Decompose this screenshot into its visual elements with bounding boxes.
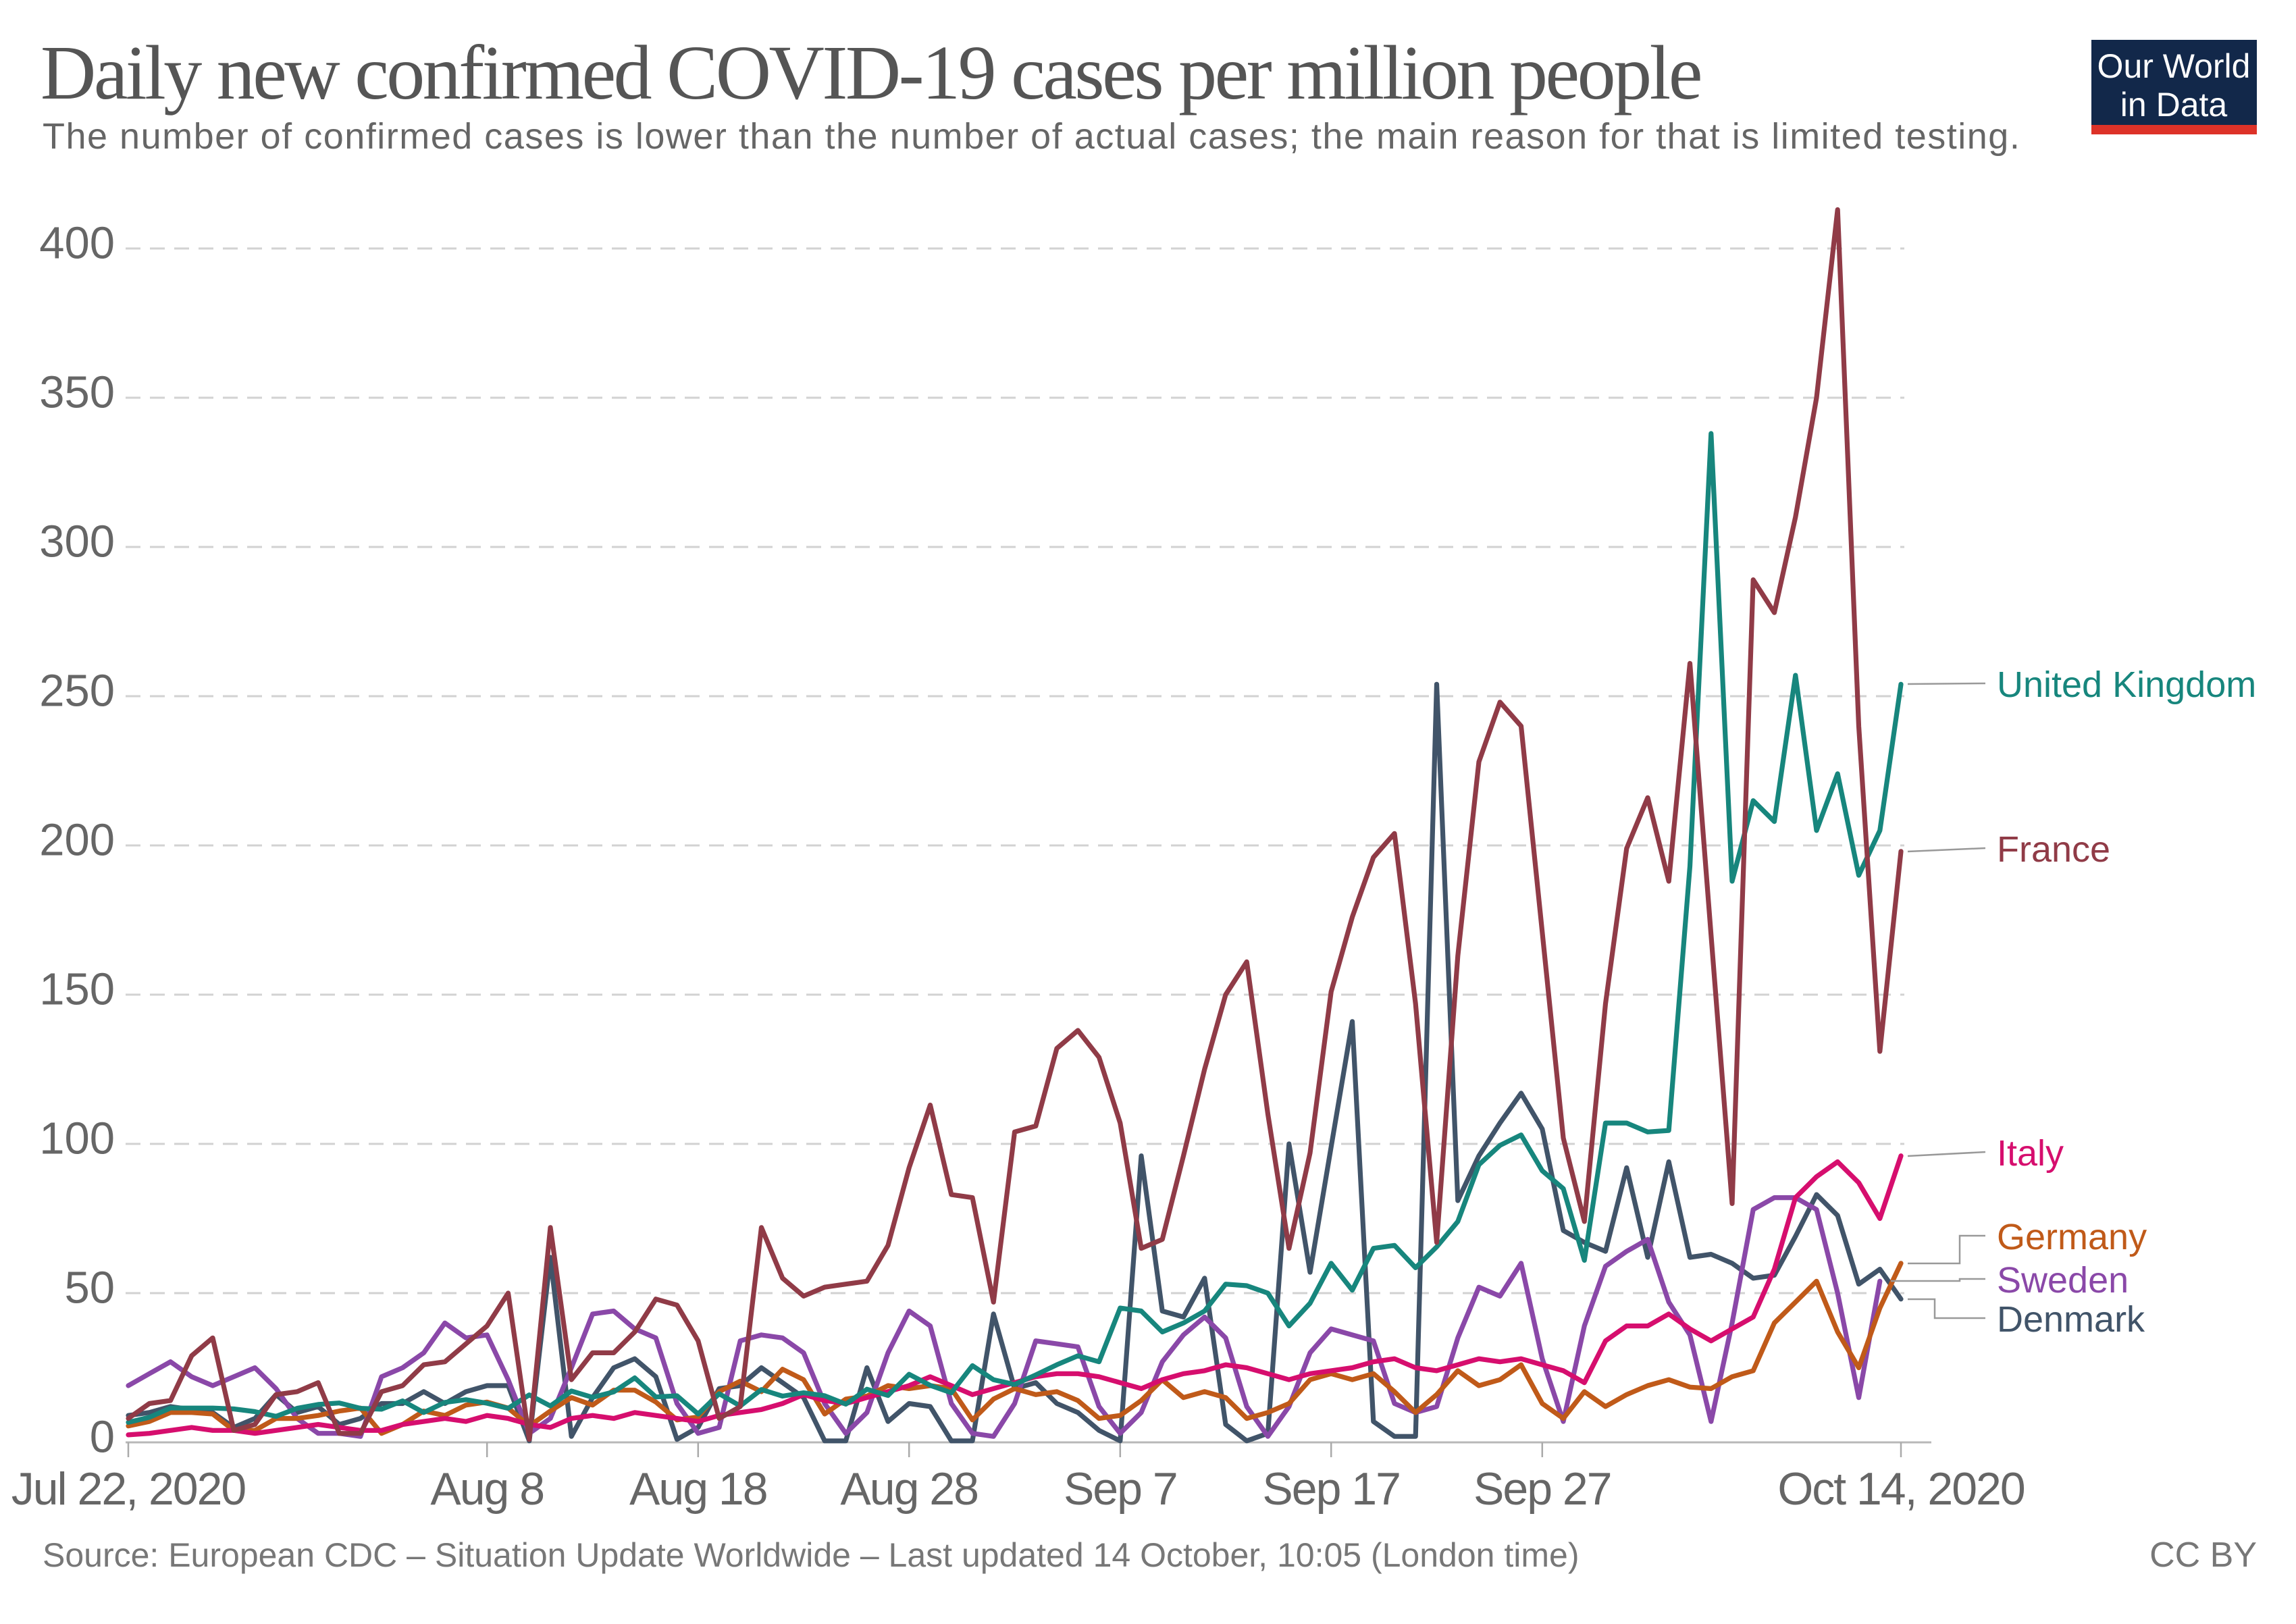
svg-text:50: 50 bbox=[64, 1263, 115, 1313]
svg-text:Aug 28: Aug 28 bbox=[840, 1463, 978, 1515]
svg-text:Oct 14, 2020: Oct 14, 2020 bbox=[1777, 1463, 2025, 1515]
svg-text:Italy: Italy bbox=[1997, 1133, 2064, 1174]
svg-text:100: 100 bbox=[39, 1114, 115, 1164]
svg-text:The number of confirmed cases: The number of confirmed cases is lower t… bbox=[43, 116, 2020, 157]
svg-text:in Data: in Data bbox=[2120, 86, 2228, 124]
svg-text:Sep 7: Sep 7 bbox=[1064, 1463, 1177, 1515]
svg-text:Our World: Our World bbox=[2097, 47, 2251, 85]
svg-text:250: 250 bbox=[39, 666, 115, 716]
svg-text:United Kingdom: United Kingdom bbox=[1997, 664, 2256, 705]
svg-text:150: 150 bbox=[39, 964, 115, 1015]
svg-text:Sweden: Sweden bbox=[1997, 1260, 2129, 1301]
svg-text:France: France bbox=[1997, 829, 2110, 870]
svg-text:Germany: Germany bbox=[1997, 1217, 2147, 1257]
svg-text:Jul 22, 2020: Jul 22, 2020 bbox=[11, 1463, 246, 1515]
svg-text:CC BY: CC BY bbox=[2149, 1536, 2257, 1575]
svg-text:350: 350 bbox=[39, 367, 115, 418]
svg-text:Aug 8: Aug 8 bbox=[430, 1463, 544, 1515]
svg-text:Source: European CDC – Situati: Source: European CDC – Situation Update … bbox=[43, 1536, 1579, 1574]
svg-text:Denmark: Denmark bbox=[1997, 1299, 2145, 1340]
svg-text:Aug 18: Aug 18 bbox=[629, 1463, 767, 1515]
svg-text:300: 300 bbox=[39, 517, 115, 567]
svg-text:Daily new confirmed COVID-19 c: Daily new confirmed COVID-19 cases per m… bbox=[41, 30, 1700, 115]
svg-text:Sep 17: Sep 17 bbox=[1262, 1463, 1400, 1515]
svg-text:200: 200 bbox=[39, 815, 115, 866]
svg-text:400: 400 bbox=[39, 218, 115, 269]
svg-text:Sep 27: Sep 27 bbox=[1473, 1463, 1611, 1515]
svg-text:0: 0 bbox=[90, 1412, 115, 1463]
